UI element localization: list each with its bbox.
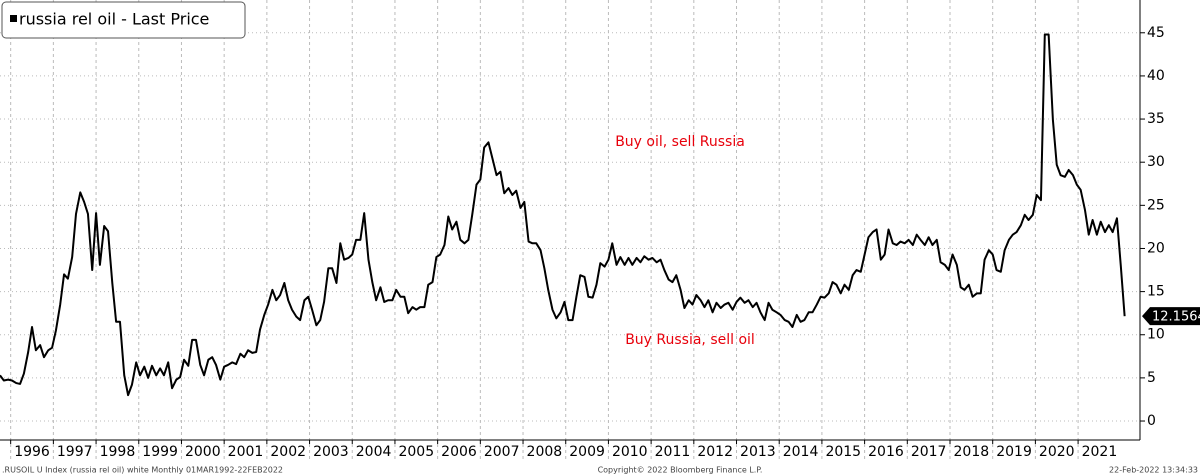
x-tick-label: 2007	[484, 444, 520, 460]
y-tick-label: 20	[1147, 240, 1165, 256]
x-tick-label: 2002	[270, 444, 306, 460]
footer-copyright: Copyright© 2022 Bloomberg Finance L.P.	[598, 466, 763, 475]
labels: 0 5 10 15 20 25 30 35 40 45 1996 1997 1998 1999 2000 20…	[14, 25, 1200, 460]
y-tick-label: 30	[1147, 154, 1165, 170]
legend: russia rel oil - Last Price	[1, 1, 246, 39]
x-tick-label: 1996	[14, 444, 50, 460]
x-tick-label: 2004	[356, 444, 392, 460]
x-tick-label: 1998	[100, 444, 136, 460]
x-tick-label: 2001	[228, 444, 264, 460]
y-tick-label: 5	[1147, 370, 1156, 386]
x-tick-label: 2005	[398, 444, 434, 460]
x-tick-label: 2014	[783, 444, 819, 460]
last-value-tag	[1142, 307, 1200, 326]
grid	[0, 0, 1145, 462]
y-tick-label: 35	[1147, 111, 1165, 127]
y-tick-label: 45	[1147, 25, 1165, 41]
x-tick-label: 2008	[527, 444, 563, 460]
legend-box	[1, 1, 246, 39]
x-tick-label: 2019	[996, 444, 1032, 460]
last-value-label: 12.1564	[1152, 310, 1200, 325]
x-tick-label: 2011	[655, 444, 691, 460]
footer-timestamp: 22-Feb-2022 13:34:33	[1109, 466, 1198, 475]
y-tick-label: 15	[1147, 284, 1165, 300]
x-tick-label: 2000	[185, 444, 221, 460]
x-tick-label: 2009	[569, 444, 605, 460]
x-tick-label: 2010	[612, 444, 648, 460]
y-tick-label: 10	[1147, 327, 1165, 343]
annotation: Buy oil, sell Russia	[615, 134, 745, 150]
annotation: Buy Russia, sell oil	[625, 332, 755, 348]
x-tick-label: 2006	[441, 444, 477, 460]
legend-swatch	[10, 15, 17, 22]
plot	[0, 33, 1126, 397]
data-line	[0, 33, 1126, 397]
x-tick-label: 2015	[825, 444, 861, 460]
x-tick-label: 1999	[142, 444, 178, 460]
x-tick-label: 2021	[1082, 444, 1118, 460]
x-tick-label: 2013	[740, 444, 776, 460]
x-tick-label: 1997	[57, 444, 93, 460]
y-tick-label: 40	[1147, 68, 1165, 84]
x-tick-label: 2003	[313, 444, 349, 460]
y-tick-label: 0	[1147, 413, 1156, 429]
legend-label: russia rel oil - Last Price	[19, 10, 209, 29]
footer-source: .RUSOIL U Index (russia rel oil) white M…	[2, 466, 283, 475]
x-tick-label: 2020	[1039, 444, 1075, 460]
y-tick-label: 25	[1147, 197, 1165, 213]
x-tick-label: 2016	[868, 444, 904, 460]
x-tick-label: 2012	[697, 444, 733, 460]
x-tick-label: 2018	[954, 444, 990, 460]
x-tick-label: 2017	[911, 444, 947, 460]
